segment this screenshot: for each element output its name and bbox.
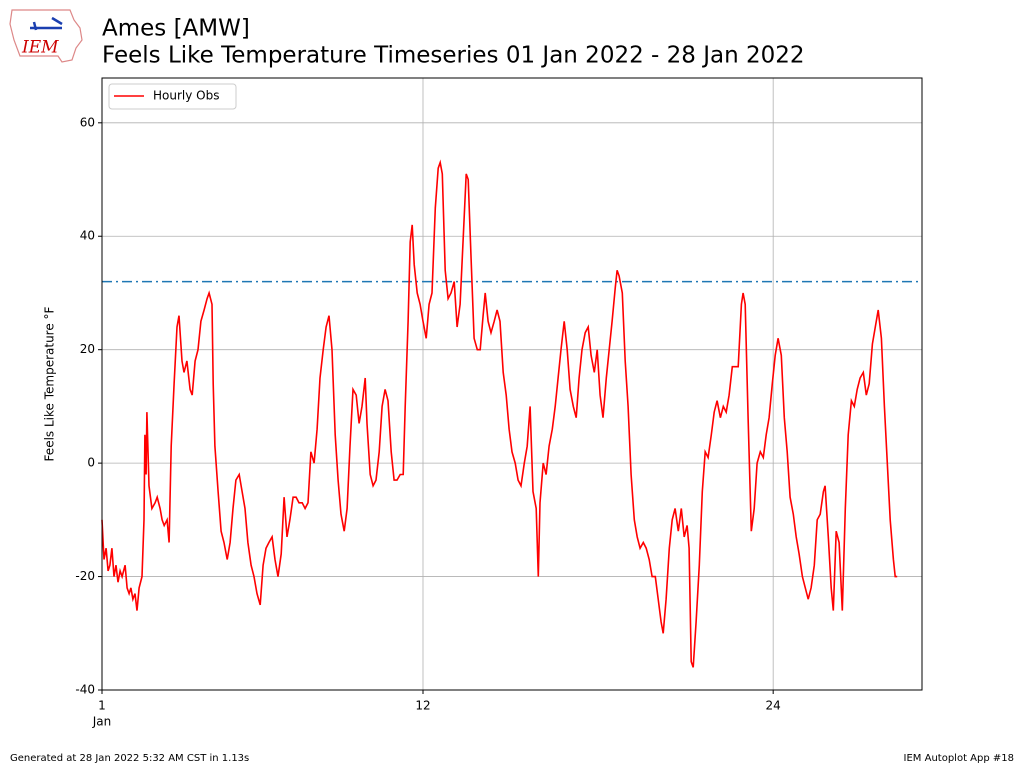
- plot-frame: [101, 77, 923, 691]
- y-tick-label: -40: [75, 683, 95, 697]
- y-tick-label: 0: [87, 456, 95, 470]
- legend: Hourly Obs: [108, 83, 237, 110]
- y-tick-label: 40: [80, 229, 95, 243]
- y-tick-label: -20: [75, 569, 95, 583]
- logo-icon: [30, 16, 63, 31]
- logo-text: IEM: [21, 38, 59, 58]
- logo-outline: [9, 9, 83, 63]
- x-tick-label: 12: [415, 699, 430, 713]
- logo: IEM: [9, 9, 83, 63]
- y-tick-label: 20: [80, 342, 95, 356]
- footer-right: IEM Autoplot App #18: [904, 753, 1014, 764]
- x-tick-label: 24: [766, 699, 781, 713]
- y-axis-label: Feels Like Temperature °F: [43, 306, 57, 461]
- footer-left: Generated at 28 Jan 2022 5:32 AM CST in …: [10, 753, 249, 764]
- legend-label: Hourly Obs: [153, 89, 219, 103]
- x-tick-month: Jan: [92, 715, 112, 729]
- series-line: [101, 159, 898, 668]
- x-tick-label: 1: [98, 699, 106, 713]
- legend-box: [108, 83, 237, 110]
- y-tick-label: 60: [80, 115, 95, 129]
- chart-subtitle: Feels Like Temperature Timeseries 01 Jan…: [102, 43, 805, 69]
- chart-title: Ames [AMW]: [102, 16, 250, 42]
